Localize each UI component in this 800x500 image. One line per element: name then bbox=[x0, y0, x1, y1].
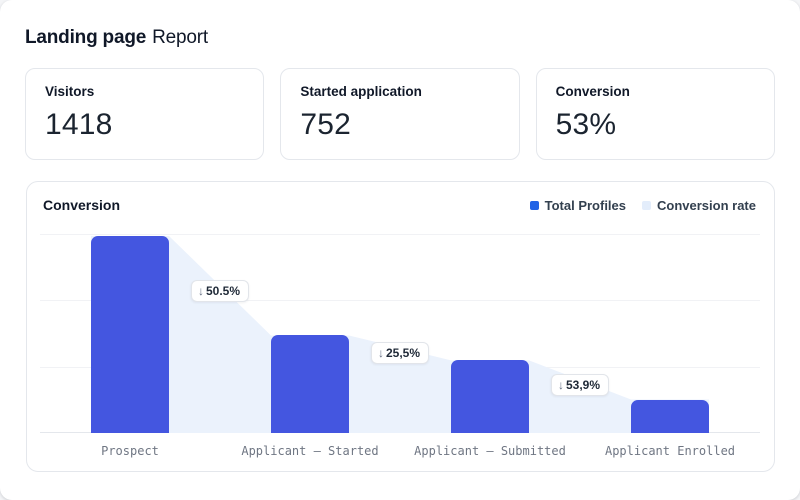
legend-swatch-icon bbox=[529, 200, 539, 210]
plot-area: ↓ 50.5% ↓ 25,5% ↓ 53,9% bbox=[40, 234, 760, 433]
drop-value: 53,9% bbox=[565, 377, 601, 392]
legend-label: Total Profiles bbox=[544, 197, 627, 213]
gridline bbox=[40, 300, 760, 302]
x-label-applicant-started: Applicant – Started bbox=[241, 444, 379, 458]
header: Landing page Report bbox=[0, 0, 800, 48]
stat-card-visitors: Visitors 1418 bbox=[25, 68, 265, 160]
stats-row: Visitors 1418 Started application 752 Co… bbox=[0, 68, 800, 160]
stat-label: Started application bbox=[300, 84, 422, 99]
stat-label: Conversion bbox=[555, 84, 630, 99]
chart-header: Conversion Total Profiles Conversion rat… bbox=[27, 182, 774, 213]
arrow-down-icon: ↓ bbox=[377, 345, 384, 360]
drop-value: 50.5% bbox=[205, 283, 241, 298]
stat-value: 53% bbox=[555, 108, 617, 141]
arrow-down-icon: ↓ bbox=[557, 377, 564, 392]
page-title-main: Landing page bbox=[25, 27, 147, 48]
drop-badge-2: ↓ 25,5% bbox=[370, 341, 430, 364]
x-label-applicant-enrolled: Applicant Enrolled bbox=[604, 444, 736, 458]
legend-item-total-profiles[interactable]: Total Profiles bbox=[529, 197, 627, 213]
stat-card-conversion: Conversion 53% bbox=[535, 68, 775, 160]
legend-swatch-icon bbox=[642, 200, 652, 210]
stat-value: 752 bbox=[300, 108, 351, 141]
chart-title: Conversion bbox=[43, 197, 121, 213]
x-label-prospect: Prospect bbox=[101, 444, 159, 458]
chart-legend: Total Profiles Conversion rate bbox=[529, 197, 756, 213]
legend-item-conversion-rate[interactable]: Conversion rate bbox=[642, 198, 756, 213]
bar-applicant-started[interactable] bbox=[271, 335, 349, 433]
arrow-down-icon: ↓ bbox=[197, 283, 204, 298]
legend-label: Conversion rate bbox=[657, 197, 756, 213]
stat-card-started-application: Started application 752 bbox=[280, 68, 520, 160]
drop-badge-3: ↓ 53,9% bbox=[550, 373, 610, 396]
x-label-applicant-submitted: Applicant – Submitted bbox=[414, 444, 566, 458]
drop-badge-1: ↓ 50.5% bbox=[190, 279, 250, 302]
conversion-chart-card: Conversion Total Profiles Conversion rat… bbox=[26, 181, 775, 472]
page-title: Landing page Report bbox=[25, 28, 775, 48]
stat-label: Visitors bbox=[45, 84, 95, 99]
bar-applicant-submitted[interactable] bbox=[451, 360, 529, 433]
bar-prospect[interactable] bbox=[91, 235, 169, 433]
page-title-sub: Report bbox=[152, 27, 208, 48]
stat-value: 1418 bbox=[45, 108, 113, 141]
x-axis-labels: Prospect Applicant – Started Applicant – S… bbox=[40, 444, 760, 458]
gridline bbox=[40, 234, 760, 235]
bar-applicant-enrolled[interactable] bbox=[631, 399, 709, 433]
drop-value: 25,5% bbox=[385, 345, 421, 360]
